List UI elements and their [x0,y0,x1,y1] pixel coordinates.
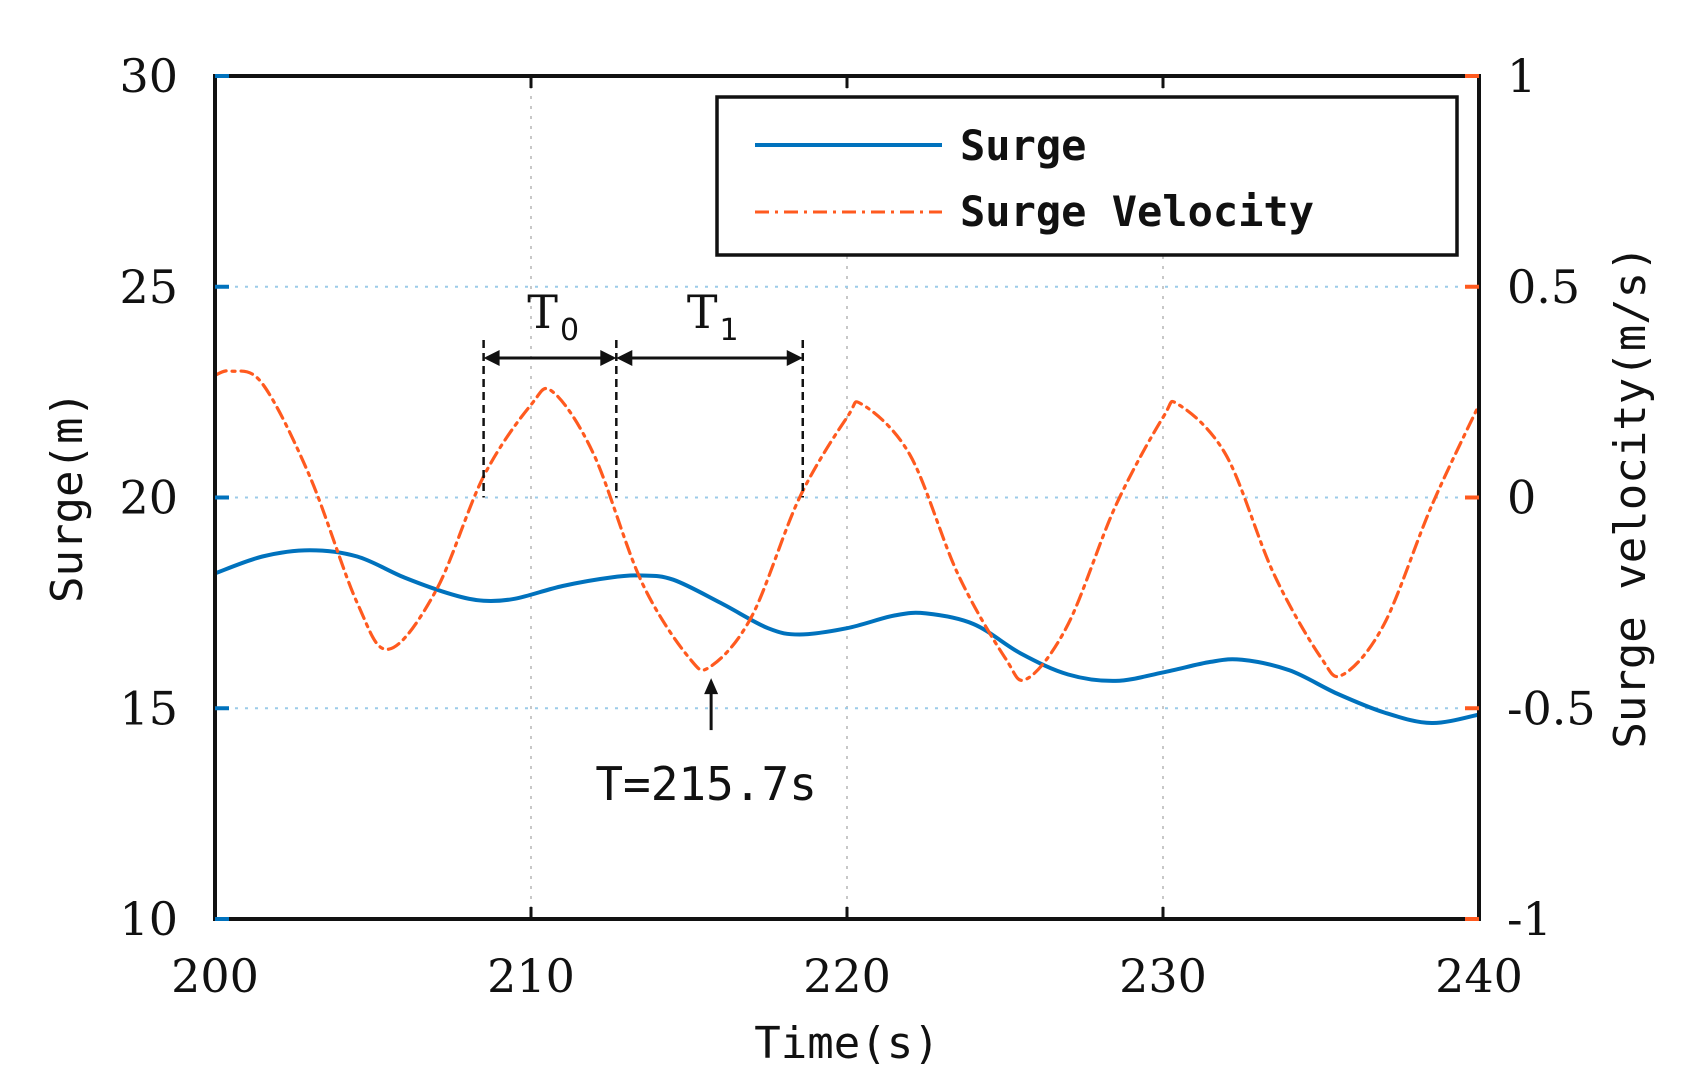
t0-span-arrow-head-left [483,350,500,366]
x-tick-label: 240 [1435,949,1523,1003]
right-y-tick-label: 0 [1507,471,1536,525]
left-y-tick-label: 10 [119,892,178,946]
t0-span-arrow-head-right [600,350,617,366]
series-layer [215,369,1479,726]
left-y-tick-label: 25 [119,260,178,314]
x-axis-title: Time(s) [754,1018,939,1069]
t1-span-arrow-head-right [786,350,803,366]
left-y-axis-title: Surge(m) [42,391,93,603]
legend-surge-velocity-label: Surge Velocity [960,187,1314,236]
left-y-tick-label: 30 [119,49,178,103]
left-y-tick-label: 15 [119,681,178,735]
right-y-tick-label: -1 [1507,892,1552,946]
annotations: T 0 T 1T=215.7s [482,285,817,811]
x-tick-label: 210 [487,949,575,1003]
t0-label: T [527,285,558,339]
minimum-marker-label: T=215.7s [595,757,817,811]
surge-series-line [215,548,1479,726]
right-y-tick-label: -0.5 [1507,681,1596,735]
t0-subscript: 0 [560,313,579,348]
minimum-marker-arrow-head [704,678,719,695]
right-y-tick-label: 0.5 [1507,260,1580,314]
legend-surge-label: Surge [960,121,1086,170]
x-tick-label: 230 [1119,949,1207,1003]
legend-box [715,95,1459,257]
t1-label: T [687,285,718,339]
x-tick-label: 220 [803,949,891,1003]
right-y-tick-label: 1 [1507,49,1536,103]
surge-velocity-series-line [215,369,1479,682]
left-y-tick-label: 20 [119,471,178,525]
right-y-axis-title: Surge velocity(m/s) [1605,245,1656,748]
t1-subscript: 1 [720,313,739,348]
x-tick-label: 200 [171,949,259,1003]
t1-span-arrow-head-left [616,350,633,366]
legend: Surge Surge Velocity [715,95,1459,257]
